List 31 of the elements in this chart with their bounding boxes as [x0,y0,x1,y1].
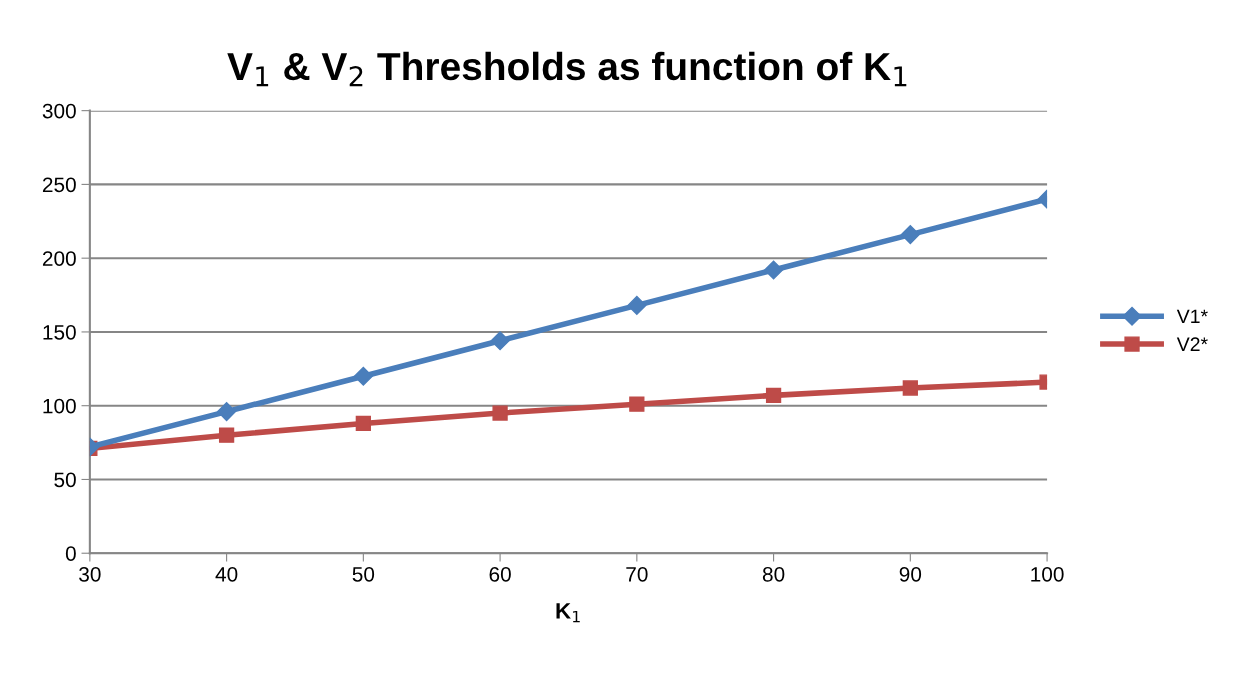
x-tick-label: 90 [899,566,922,582]
point [900,225,920,245]
point [902,380,918,396]
x-tick-label: 100 [1031,566,1064,582]
y-tick-label: 300 [42,103,76,119]
x-tick-label: 40 [215,566,238,582]
point [765,387,782,404]
y-tick-label: 150 [43,324,76,340]
point [353,366,373,386]
chart-title: V$_{1}$ & V$_{2}$ Thresholds as function of K$_{1}$ [227,51,907,87]
point [217,402,237,422]
y-tick-label: 250 [42,177,76,193]
x-tick-label: 60 [489,566,511,582]
point [218,427,235,443]
point [627,295,647,315]
y-tick-label: 50 [54,472,76,488]
point [355,415,371,432]
point [492,405,508,421]
x-tick-label: 50 [352,566,375,582]
point [490,331,510,351]
y-tick-label: 100 [43,398,76,414]
legend-label: V2* [1176,337,1208,351]
x-tick-label: 80 [762,566,785,582]
y-tick-label: 200 [42,251,76,266]
x-tick-label: 30 [79,566,101,582]
point [764,260,784,280]
x-tick-label: 70 [626,566,648,582]
y-tick-label: 0 [65,546,76,561]
x-axis-title: K$_{1}$ [556,603,580,623]
point [629,396,645,412]
legend-label: V1* [1176,309,1208,324]
